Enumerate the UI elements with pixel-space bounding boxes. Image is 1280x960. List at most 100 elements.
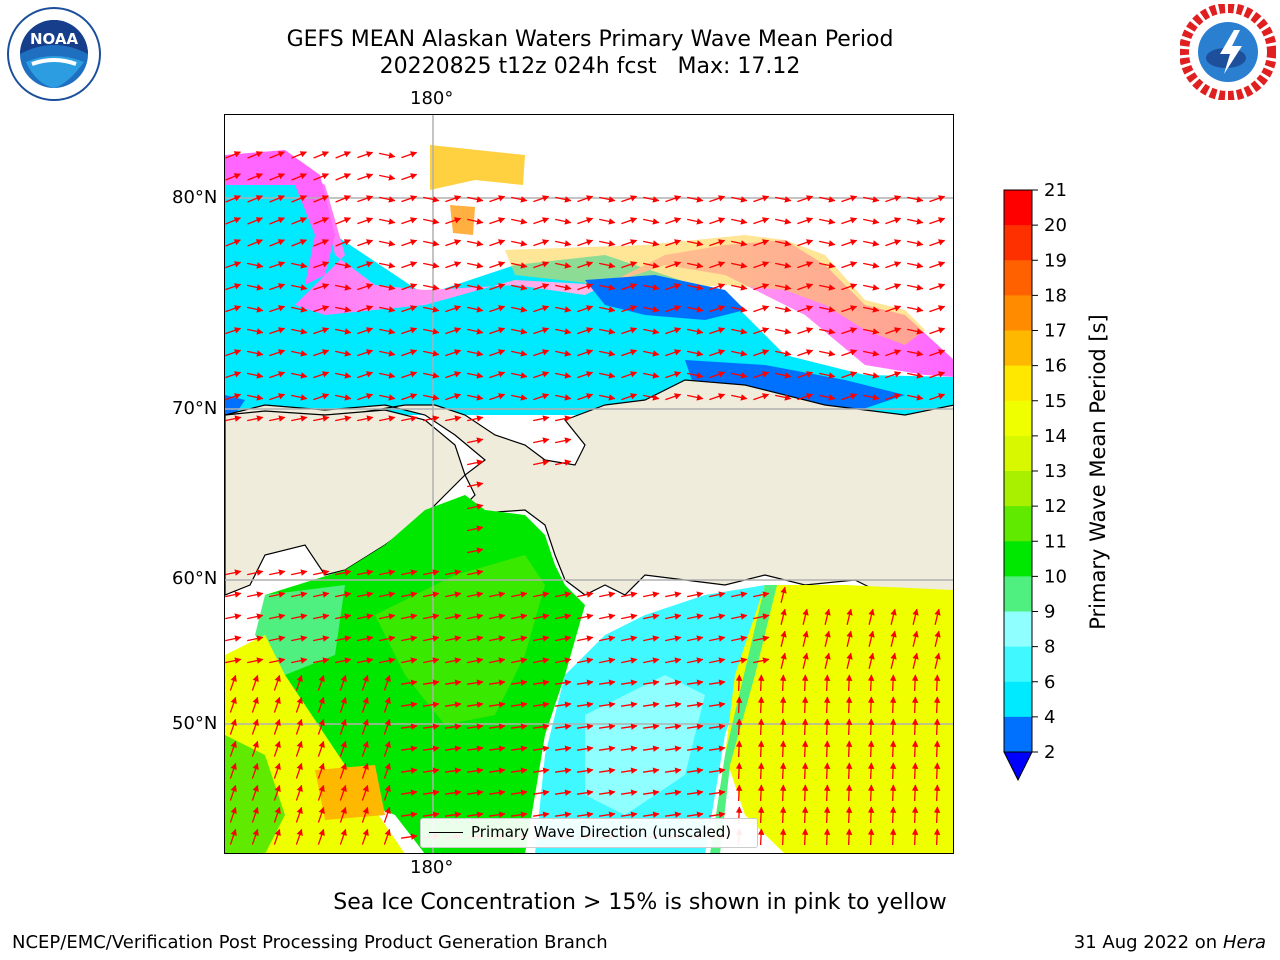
wave-arrow bbox=[401, 305, 418, 313]
wave-arrow bbox=[467, 240, 484, 247]
wave-arrow bbox=[273, 674, 281, 691]
wave-arrow bbox=[335, 262, 352, 269]
wave-arrow bbox=[841, 217, 858, 225]
wave-arrow bbox=[801, 674, 809, 692]
wave-arrow bbox=[665, 305, 682, 313]
wave-arrow bbox=[533, 283, 550, 291]
wave-arrow bbox=[533, 415, 550, 422]
wave-arrow bbox=[247, 195, 264, 203]
wave-arrow bbox=[889, 806, 897, 824]
wave-arrow bbox=[445, 591, 462, 598]
wave-arrow bbox=[599, 701, 616, 708]
wave-arrow bbox=[555, 723, 572, 730]
wave-arrow bbox=[867, 696, 875, 714]
wave-arrow bbox=[317, 828, 325, 845]
wave-arrow bbox=[823, 784, 831, 802]
wave-arrow bbox=[247, 569, 264, 576]
wave-arrow bbox=[423, 591, 440, 598]
wave-arrow bbox=[824, 608, 831, 625]
wave-arrow bbox=[335, 284, 352, 291]
lat-label-70: 70°N bbox=[172, 398, 218, 419]
wave-arrow bbox=[885, 371, 902, 379]
wave-arrow bbox=[779, 674, 787, 692]
wave-arrow bbox=[775, 350, 792, 357]
map-panel bbox=[224, 114, 954, 854]
wave-arrow bbox=[313, 261, 330, 269]
wave-arrow bbox=[577, 327, 594, 335]
wave-arrow bbox=[511, 394, 528, 401]
wave-arrow bbox=[533, 723, 550, 730]
wave-arrow bbox=[379, 196, 396, 203]
footer-host: Hera bbox=[1222, 932, 1266, 953]
wave-arrow bbox=[445, 723, 462, 730]
wave-arrow bbox=[361, 806, 369, 823]
wave-arrow bbox=[753, 635, 770, 642]
wave-arrow bbox=[247, 262, 264, 269]
wave-arrow bbox=[555, 459, 572, 466]
wave-arrow bbox=[229, 828, 237, 845]
wave-arrow bbox=[577, 679, 594, 686]
wave-arrow bbox=[779, 718, 787, 736]
wave-arrow bbox=[467, 503, 484, 510]
wave-arrow bbox=[489, 195, 506, 203]
wave-arrow bbox=[339, 696, 347, 713]
wave-arrow bbox=[445, 701, 462, 708]
wave-arrow bbox=[841, 261, 858, 269]
wave-arrow bbox=[823, 740, 831, 758]
wave-arrow bbox=[423, 767, 440, 774]
wave-arrow bbox=[383, 718, 391, 735]
wave-arrow bbox=[845, 696, 853, 714]
wave-arrow bbox=[779, 806, 787, 824]
wave-arrow bbox=[643, 350, 660, 357]
wave-arrow bbox=[687, 613, 704, 620]
wave-arrow bbox=[445, 393, 462, 401]
wave-arrow bbox=[841, 327, 858, 335]
wave-arrow bbox=[665, 657, 682, 664]
wave-arrow bbox=[273, 718, 281, 735]
colorbar-tick-label: 9 bbox=[1044, 602, 1055, 623]
wave-arrow bbox=[555, 701, 572, 708]
wave-arrow bbox=[269, 613, 286, 620]
wave-arrow bbox=[845, 784, 853, 802]
wave-arrow bbox=[775, 328, 792, 335]
wave-arrow bbox=[621, 217, 638, 225]
wave-arrow bbox=[533, 789, 550, 796]
wave-arrow bbox=[911, 740, 919, 758]
wave-arrow bbox=[907, 218, 924, 225]
wave-arrow bbox=[599, 262, 616, 269]
wave-arrow bbox=[757, 806, 765, 824]
wave-arrow bbox=[621, 811, 638, 818]
wave-arrow bbox=[753, 371, 770, 379]
wave-arrow bbox=[824, 630, 831, 647]
wave-arrow bbox=[511, 767, 528, 774]
wave-arrow bbox=[295, 828, 303, 845]
wave-arrow bbox=[423, 723, 440, 730]
wave-arrow bbox=[269, 173, 286, 181]
wave-arrow bbox=[555, 328, 572, 335]
wave-arrow bbox=[885, 327, 902, 335]
wave-arrow bbox=[797, 393, 814, 401]
wave-arrow bbox=[357, 217, 374, 225]
wave-arrow bbox=[295, 718, 303, 735]
noaa-logo: NOAA bbox=[7, 7, 101, 101]
wave-arrow bbox=[533, 437, 550, 444]
wave-arrow bbox=[929, 239, 946, 247]
wave-arrow bbox=[911, 674, 919, 692]
wave-arrow bbox=[489, 789, 506, 796]
wave-arrow bbox=[665, 767, 682, 774]
wave-arrow bbox=[533, 393, 550, 401]
wave-arrow bbox=[379, 284, 396, 291]
wave-arrow bbox=[247, 284, 264, 291]
wave-arrow bbox=[533, 591, 550, 598]
wave-arrow bbox=[361, 696, 369, 713]
colorbar-block bbox=[1004, 365, 1032, 402]
wave-arrow bbox=[401, 767, 418, 774]
wave-arrow bbox=[357, 173, 374, 181]
wave-arrow bbox=[621, 283, 638, 291]
wave-arrow bbox=[467, 394, 484, 401]
wave-arrow bbox=[621, 349, 638, 357]
wave-arrow bbox=[775, 262, 792, 269]
wave-arrow bbox=[929, 305, 946, 313]
wave-arrow bbox=[753, 239, 770, 247]
colorbar-block bbox=[1004, 471, 1032, 507]
